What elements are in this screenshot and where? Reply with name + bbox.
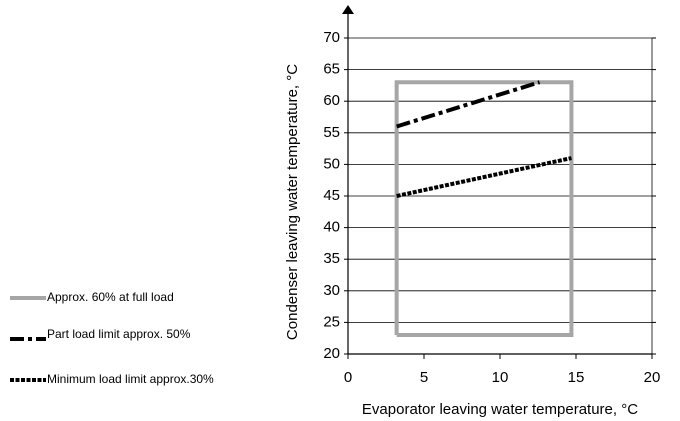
y-tick-label: 30 <box>323 282 340 299</box>
legend-label: Minimum load limit approx.30% <box>47 372 214 386</box>
y-tick-label: 50 <box>323 155 340 172</box>
legend-label: Approx. 60% at full load <box>47 290 174 304</box>
y-tick-label: 65 <box>323 61 340 78</box>
y-axis-label: Condenser leaving water temperature, °C <box>284 64 301 340</box>
x-tick-label: 15 <box>568 369 585 386</box>
y-tick-label: 25 <box>323 313 340 330</box>
series-line <box>396 80 541 129</box>
x-tick-label: 0 <box>344 369 352 386</box>
y-tick-label: 70 <box>323 29 340 46</box>
series-line <box>396 156 572 198</box>
y-axis-arrow <box>342 5 354 14</box>
y-tick-label: 40 <box>323 219 340 236</box>
y-tick-label: 55 <box>323 124 340 141</box>
x-tick-label: 5 <box>420 369 428 386</box>
y-tick-label: 20 <box>323 345 340 362</box>
y-tick-label: 60 <box>323 92 340 109</box>
x-axis-label: Evaporator leaving water temperature, °C <box>362 401 638 418</box>
x-tick-label: 10 <box>492 369 509 386</box>
legend-label: Part load limit approx. 50% <box>47 327 191 341</box>
series-line <box>394 80 574 338</box>
y-tick-label: 35 <box>323 250 340 267</box>
y-tick-label: 45 <box>323 187 340 204</box>
x-tick-label: 20 <box>644 369 661 386</box>
